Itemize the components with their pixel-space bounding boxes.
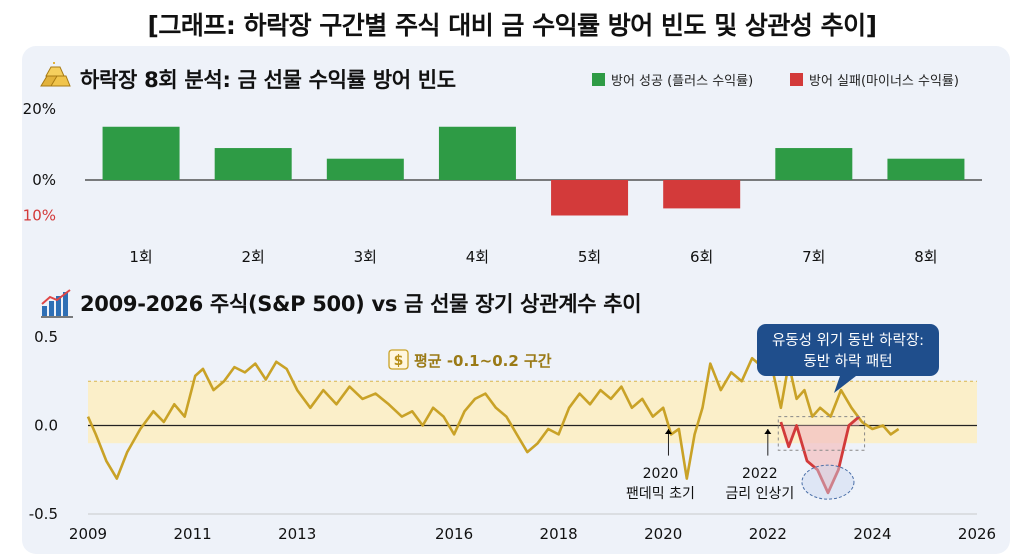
top-bar-chart: 20% 0% -10% 1회 2회 3회 4회 5회 6회 7회 8회 (22, 100, 982, 266)
annotation-label: 팬데믹 초기 (626, 486, 695, 502)
top-x-tick-label: 8회 (914, 248, 937, 266)
correlation-line (86, 356, 900, 480)
top-bar (775, 148, 853, 180)
money-coin-icon-frame (388, 349, 409, 370)
annotation-arrow-head (664, 429, 672, 435)
bottom-x-tick-label: 2018 (540, 525, 578, 543)
annotation-arrow-head (764, 429, 772, 435)
money-coin-icon-glyph: $ (394, 353, 404, 369)
charts-svg: 20% 0% -10% 1회 2회 3회 4회 5회 6회 7회 8회 0.5 0.0 -0.5 2009… (22, 100, 996, 543)
annotation-year: 2020 (643, 466, 679, 482)
bottom-x-tick-label: 2022 (749, 525, 787, 543)
bottom-y-tick-label: -0.5 (29, 505, 58, 523)
gold-bars-icon (40, 62, 71, 87)
top-x-tick-label: 2회 (242, 248, 265, 266)
legend-success-swatch (592, 73, 605, 86)
annotations: 2020 팬데믹 초기 2022 금리 인상기 (626, 429, 794, 502)
top-bar (887, 158, 965, 180)
callout-group: 유동성 위기 동반 하락장: 동반 하락 패턴 (757, 324, 939, 393)
bottom-y-tick-label: 0.5 (34, 328, 58, 346)
annotation-label: 금리 인상기 (725, 486, 794, 502)
top-bar (326, 158, 404, 180)
top-bar (102, 126, 180, 180)
legend-success-label: 방어 성공 (플러스 수익률) (611, 74, 754, 89)
bottom-chart-title: 2009-2026 주식(S&P 500) vs 금 선물 장기 상관계수 추이 (80, 292, 642, 316)
top-chart-title: 하락장 8회 분석: 금 선물 수익률 방어 빈도 (80, 68, 456, 92)
band-label-text: 평균 -0.1~0.2 구간 (414, 352, 552, 370)
top-bar (663, 180, 741, 209)
top-x-tick-label: 1회 (129, 248, 152, 266)
crisis-dashed-box (777, 416, 866, 451)
bottom-x-tick-label: 2026 (958, 525, 996, 543)
top-x-tick-label: 5회 (578, 248, 601, 266)
top-x-tick-label: 4회 (466, 248, 489, 266)
callout-line1: 유동성 위기 동반 하락장: (772, 332, 924, 349)
band-label-group: $ 평균 -0.1~0.2 구간 (388, 349, 552, 370)
bottom-y-tick-label: 0.0 (34, 417, 58, 435)
top-tick-labels: 20% 0% -10% 1회 2회 3회 4회 5회 6회 7회 8회 (22, 100, 938, 266)
top-y-tick-label: -10% (22, 207, 56, 225)
crisis-trough-highlight (801, 464, 855, 500)
top-y-tick-label: 0% (32, 171, 56, 189)
top-x-tick-label: 6회 (690, 248, 713, 266)
legend-fail-swatch (790, 73, 803, 86)
callout-pointer (834, 376, 856, 393)
top-y-tick-label: 20% (23, 100, 56, 118)
bar-chart-growth-icon (41, 289, 73, 318)
main-title: [그래프: 하락장 구간별 주식 대비 금 수익률 방어 빈도 및 상관성 추이… (147, 11, 877, 40)
top-bars (102, 126, 965, 216)
callout-box (757, 324, 939, 376)
annotation-year: 2022 (742, 466, 778, 482)
bottom-x-tick-label: 2020 (644, 525, 682, 543)
bottom-x-tick-label: 2011 (173, 525, 211, 543)
top-bar (214, 148, 292, 180)
bottom-x-tick-label: 2009 (69, 525, 107, 543)
top-x-tick-label: 7회 (802, 248, 825, 266)
top-bar (551, 180, 629, 216)
money-coin-icon: $ (388, 349, 409, 370)
legend-success: 방어 성공 (플러스 수익률) (592, 70, 753, 89)
top-x-tick-label: 3회 (354, 248, 377, 266)
legend-fail: 방어 실패(마이너스 수익률) (790, 70, 959, 89)
top-bar (438, 126, 516, 180)
bottom-x-tick-label: 2016 (435, 525, 473, 543)
crisis-correlation-line (779, 415, 861, 495)
bottom-x-tick-label: 2024 (853, 525, 891, 543)
callout-line2: 동반 하락 패턴 (803, 353, 892, 370)
bottom-x-tick-label: 2013 (278, 525, 316, 543)
legend-fail-label: 방어 실패(마이너스 수익률) (809, 74, 959, 89)
chart-panel: 하락장 8회 분석: 금 선물 수익률 방어 빈도 방어 성공 (플러스 수익률… (22, 46, 1010, 554)
